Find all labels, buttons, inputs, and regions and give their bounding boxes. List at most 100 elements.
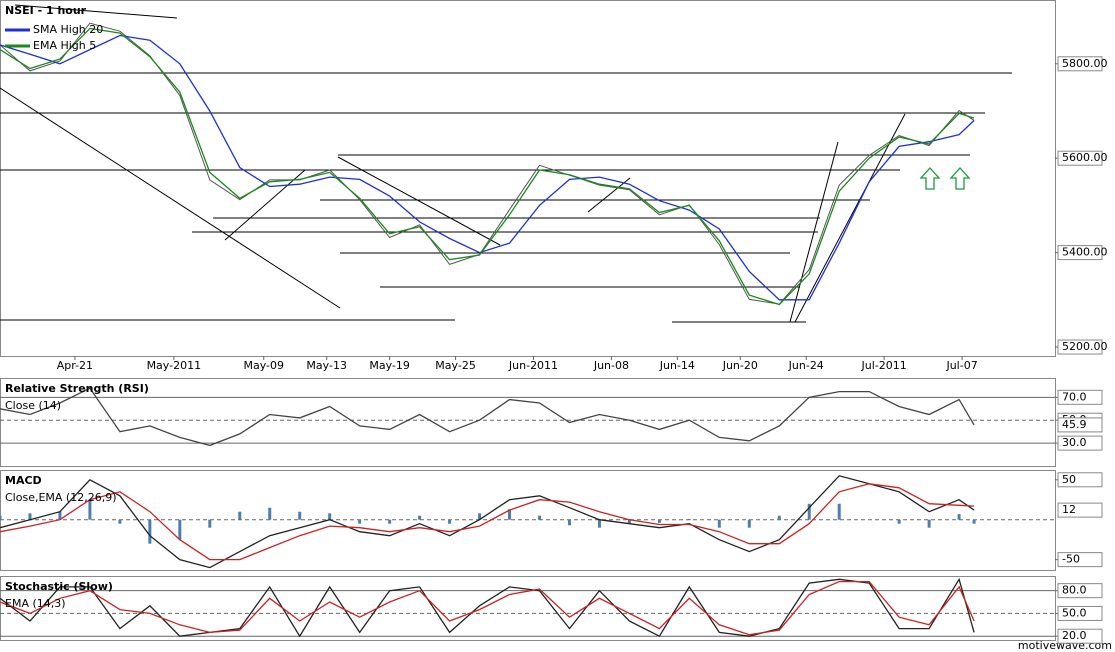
histogram-bar bbox=[28, 513, 32, 520]
x-tick-label: Jun-2011 bbox=[508, 359, 558, 372]
y-tick-label: 5400.00 bbox=[1062, 246, 1108, 259]
trend-line bbox=[794, 113, 906, 323]
histogram-bar bbox=[178, 519, 182, 540]
trend-line bbox=[337, 156, 501, 246]
y-tick-label: 30.0 bbox=[1062, 436, 1087, 449]
histogram-bar bbox=[298, 511, 302, 520]
axis-label-box bbox=[1057, 502, 1103, 518]
trend-line bbox=[789, 141, 839, 323]
up-arrow bbox=[919, 167, 941, 190]
histogram-bar bbox=[0, 515, 2, 520]
histogram-bar bbox=[777, 515, 781, 520]
series-line bbox=[0, 27, 975, 306]
histogram-bar bbox=[837, 503, 841, 520]
axis-label-box bbox=[1057, 605, 1103, 621]
y-tick-label: 5800.00 bbox=[1062, 57, 1108, 70]
x-tick-label: Jul-07 bbox=[945, 359, 977, 372]
histogram-bar bbox=[567, 519, 571, 526]
trend-line bbox=[224, 169, 306, 241]
histogram-bar bbox=[747, 519, 751, 528]
axis-label-box bbox=[1057, 245, 1103, 261]
legend-label: SMA High 20 bbox=[33, 23, 103, 36]
x-tick-label: May-19 bbox=[369, 359, 410, 372]
trend-line bbox=[587, 177, 631, 213]
axis-label-box bbox=[1057, 389, 1103, 405]
panel-border bbox=[0, 378, 1056, 467]
axis-label-box bbox=[1057, 417, 1103, 433]
histogram-bar bbox=[972, 519, 976, 524]
panel-subtitle: EMA (14,3) bbox=[5, 597, 66, 610]
y-tick-label: 70.0 bbox=[1062, 390, 1087, 403]
panel-subtitle: Close (14) bbox=[5, 399, 61, 412]
axis-label-box bbox=[1057, 339, 1103, 355]
trend-line bbox=[0, 87, 341, 309]
axis-label-box bbox=[1057, 150, 1103, 166]
series-line bbox=[0, 580, 975, 636]
histogram-bar bbox=[268, 507, 272, 520]
histogram-bar bbox=[478, 513, 482, 520]
trend-lines bbox=[0, 4, 1012, 323]
series-line bbox=[0, 483, 975, 561]
histogram-bar bbox=[388, 519, 392, 524]
price-line bbox=[0, 22, 975, 305]
axis-label-box bbox=[1057, 472, 1103, 488]
x-tick-label: May-25 bbox=[435, 359, 476, 372]
panel-title: NSEI - 1 hour bbox=[5, 4, 87, 17]
axis-label-box bbox=[1057, 435, 1103, 451]
axis-label-box bbox=[1057, 56, 1103, 72]
histogram-bar bbox=[957, 514, 961, 520]
histogram-bar bbox=[807, 503, 811, 520]
x-tick-label: May-13 bbox=[306, 359, 347, 372]
histogram-bar bbox=[118, 519, 122, 524]
x-tick-label: Jun-08 bbox=[593, 359, 629, 372]
histogram-bar bbox=[717, 519, 721, 528]
axis-label-box bbox=[1057, 552, 1103, 568]
panel-title: Relative Strength (RSI) bbox=[5, 382, 149, 395]
histogram-bar bbox=[927, 519, 931, 528]
panel-subtitle: Close,EMA (12,26,9) bbox=[5, 491, 117, 504]
x-tick-label: May-09 bbox=[243, 359, 284, 372]
histogram-bar bbox=[508, 509, 512, 520]
series-line bbox=[0, 475, 975, 569]
y-tick-label: 5200.00 bbox=[1062, 340, 1108, 353]
arrows bbox=[919, 167, 971, 190]
y-tick-label: 5600.00 bbox=[1062, 151, 1108, 164]
y-tick-label: 80.0 bbox=[1062, 584, 1087, 597]
histogram-bar bbox=[627, 519, 631, 524]
axis-label-box bbox=[1057, 583, 1103, 599]
series-line bbox=[0, 387, 975, 447]
x-tick-label: May-2011 bbox=[147, 359, 202, 372]
axis-label-box bbox=[1057, 628, 1103, 644]
histogram-bar bbox=[657, 519, 661, 523]
trend-line bbox=[14, 4, 178, 19]
panel-border bbox=[0, 0, 1056, 357]
legend-label: EMA High 5 bbox=[33, 39, 96, 52]
x-tick-label: Jun-20 bbox=[722, 359, 758, 372]
y-tick-label: 50 bbox=[1062, 473, 1076, 486]
y-tick-label: 12 bbox=[1062, 503, 1076, 516]
histogram-bar bbox=[687, 518, 691, 520]
histogram-bar bbox=[537, 515, 541, 520]
series-line bbox=[0, 34, 975, 301]
x-tick-label: Jun-14 bbox=[659, 359, 695, 372]
panel-border bbox=[0, 576, 1056, 641]
panel-title: Stochastic (Slow) bbox=[5, 580, 113, 593]
histogram-bar bbox=[88, 499, 92, 520]
histogram-bar bbox=[238, 511, 242, 520]
histogram-bar bbox=[597, 519, 601, 528]
y-tick-label: 50.0 bbox=[1062, 606, 1087, 619]
panel-border bbox=[0, 470, 1056, 571]
panel-borders bbox=[0, 0, 1056, 641]
y-tick-label: 45.9 bbox=[1062, 418, 1087, 431]
histogram-bar bbox=[58, 511, 62, 520]
histogram-bar bbox=[358, 519, 362, 524]
up-arrow bbox=[949, 167, 971, 190]
x-tick-label: Jun-24 bbox=[788, 359, 824, 372]
x-tick-label: Apr-21 bbox=[57, 359, 93, 372]
histogram-bar bbox=[448, 519, 452, 524]
histogram-bar bbox=[897, 519, 901, 524]
histogram-bar bbox=[208, 519, 212, 528]
series-line bbox=[0, 577, 975, 638]
